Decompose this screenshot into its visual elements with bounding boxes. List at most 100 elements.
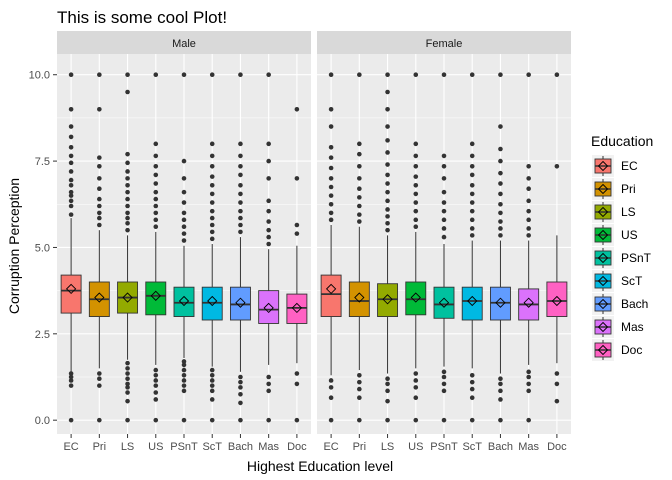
- x-tick-label: Mas: [518, 441, 539, 453]
- outlier-point: [68, 169, 74, 174]
- outlier-point: [294, 222, 300, 228]
- outlier-point: [526, 198, 531, 204]
- outlier-point: [385, 214, 390, 219]
- outlier-point: [266, 72, 271, 78]
- outlier-point: [469, 191, 475, 197]
- outlier-point: [469, 417, 475, 423]
- outlier-point: [68, 182, 74, 188]
- outlier-point: [125, 210, 130, 216]
- outlier-point: [181, 224, 187, 230]
- outlier-point: [209, 141, 215, 147]
- x-tick-label: PSnT: [170, 441, 198, 453]
- outlier-point: [181, 176, 187, 181]
- legend-key-mean-marker: [597, 229, 609, 241]
- outlier-point: [385, 150, 390, 155]
- outlier-point: [125, 189, 130, 195]
- outlier-point: [266, 141, 271, 147]
- outlier-point: [181, 417, 187, 423]
- mean-marker: [150, 290, 161, 301]
- outlier-point: [413, 153, 419, 159]
- outlier-point: [266, 227, 271, 233]
- box-psnt: [173, 72, 195, 423]
- legend-label: PSnT: [621, 251, 652, 265]
- outlier-point: [498, 201, 503, 207]
- box-us: [405, 72, 427, 423]
- legend-label: EC: [621, 159, 638, 173]
- outlier-point: [209, 215, 215, 221]
- outlier-point: [266, 198, 271, 204]
- outlier-point: [328, 165, 334, 171]
- legend-item-mas: Mas: [592, 316, 644, 338]
- outlier-point: [238, 374, 243, 380]
- outlier-point: [181, 210, 187, 216]
- outlier-point: [209, 417, 215, 423]
- box-iqr: [258, 290, 280, 324]
- outlier-point: [97, 215, 102, 221]
- outlier-point: [209, 163, 215, 169]
- legend-key-mean-marker: [597, 275, 609, 287]
- mean-marker: [263, 302, 274, 314]
- outlier-point: [328, 217, 334, 223]
- outlier-point: [498, 210, 503, 216]
- outlier-point: [125, 381, 130, 387]
- outlier-point: [498, 381, 503, 387]
- mean-marker: [65, 283, 77, 295]
- outlier-point: [238, 379, 243, 385]
- box-mas: [258, 72, 280, 423]
- outlier-point: [328, 155, 334, 160]
- x-tick-label: LS: [381, 441, 394, 453]
- outlier-point: [181, 372, 187, 378]
- outlier-point: [385, 220, 390, 226]
- outlier-point: [68, 203, 74, 209]
- box-iqr: [433, 286, 455, 319]
- outlier-point: [413, 208, 419, 214]
- outlier-point: [181, 388, 187, 394]
- outlier-point: [266, 234, 271, 240]
- legend-label: ScT: [621, 274, 643, 288]
- outlier-point: [469, 217, 475, 223]
- outlier-point: [97, 72, 102, 78]
- outlier-point: [441, 381, 447, 387]
- outlier-point: [238, 400, 243, 406]
- outlier-point: [413, 174, 419, 179]
- outlier-point: [294, 381, 300, 387]
- outlier-point: [498, 388, 503, 394]
- outlier-point: [441, 72, 447, 78]
- box-sct: [201, 72, 223, 423]
- legend-key-mean-marker: [597, 206, 609, 218]
- outlier-point: [469, 163, 475, 169]
- legend-label: Doc: [621, 343, 642, 357]
- outlier-point: [266, 417, 271, 423]
- legend-label: US: [621, 228, 638, 242]
- outlier-point: [97, 106, 102, 112]
- outlier-point: [294, 106, 300, 112]
- mean-marker: [382, 294, 393, 305]
- outlier-point: [469, 226, 475, 231]
- box-us: [145, 72, 167, 423]
- mean-marker: [467, 295, 478, 307]
- outlier-point: [68, 106, 74, 112]
- mean-marker: [523, 297, 534, 308]
- outlier-point: [238, 153, 243, 159]
- outlier-point: [357, 386, 362, 392]
- outlier-point: [153, 367, 159, 373]
- outlier-point: [385, 398, 390, 404]
- x-tick-label: Pri: [93, 441, 106, 453]
- outlier-point: [328, 193, 334, 198]
- outlier-point: [97, 155, 102, 160]
- outlier-point: [357, 203, 362, 209]
- outlier-point: [181, 200, 187, 205]
- outlier-point: [526, 369, 531, 375]
- box-iqr: [320, 274, 342, 317]
- outlier-point: [125, 371, 130, 376]
- box-ec: [60, 72, 82, 423]
- outlier-point: [238, 385, 243, 390]
- outlier-point: [97, 376, 102, 382]
- x-tick-label: EC: [323, 441, 338, 453]
- outlier-point: [181, 189, 187, 195]
- legend: Education EC Pri LS US PSnT ScT Bach Mas Doc: [591, 133, 653, 361]
- outlier-point: [97, 210, 102, 216]
- outlier-point: [68, 160, 74, 166]
- outlier-point: [413, 163, 419, 169]
- legend-label: Mas: [621, 320, 644, 334]
